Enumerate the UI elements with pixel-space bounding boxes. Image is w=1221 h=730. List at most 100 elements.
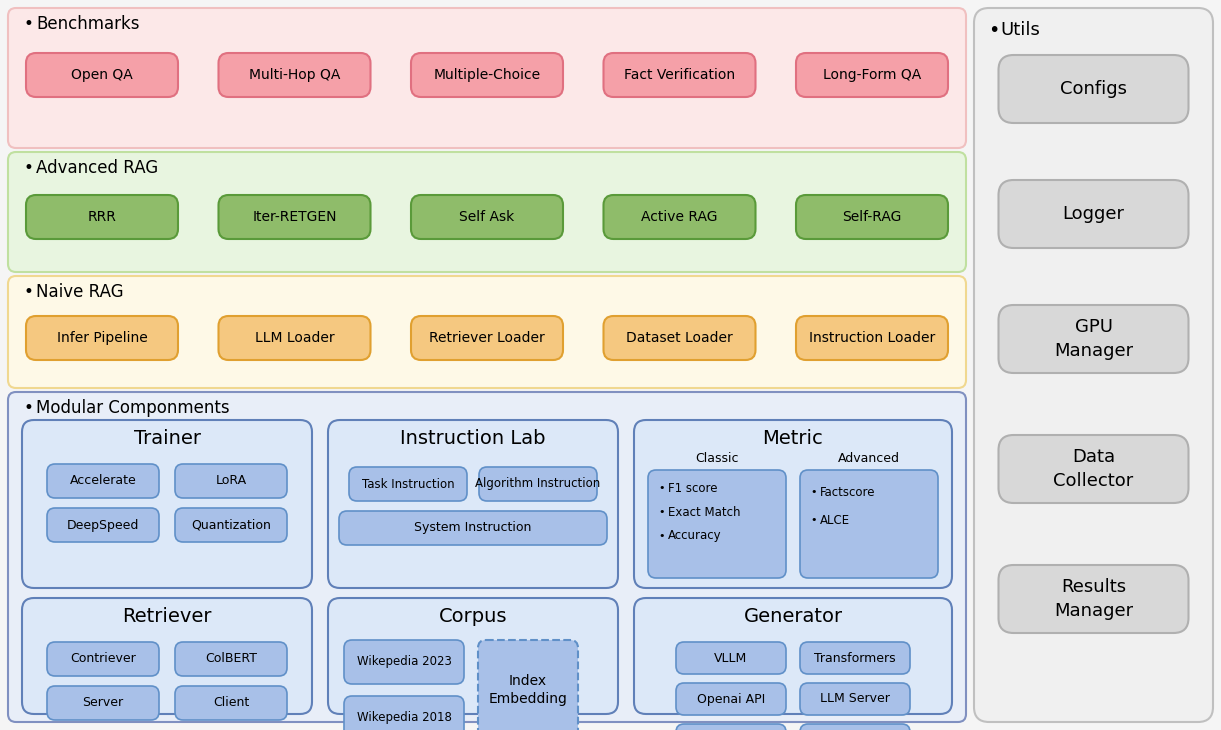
Text: Self Ask: Self Ask: [459, 210, 514, 224]
FancyBboxPatch shape: [46, 686, 159, 720]
Text: Modular Componments: Modular Componments: [35, 399, 230, 417]
FancyBboxPatch shape: [974, 8, 1212, 722]
Text: Corpus: Corpus: [438, 607, 507, 626]
FancyBboxPatch shape: [26, 53, 178, 97]
FancyBboxPatch shape: [634, 420, 952, 588]
FancyBboxPatch shape: [796, 316, 947, 360]
FancyBboxPatch shape: [603, 316, 756, 360]
FancyBboxPatch shape: [796, 195, 947, 239]
FancyBboxPatch shape: [219, 53, 370, 97]
Text: •: •: [24, 399, 34, 417]
FancyBboxPatch shape: [9, 276, 966, 388]
Text: LLM Loader: LLM Loader: [255, 331, 335, 345]
FancyBboxPatch shape: [175, 464, 287, 498]
Text: •: •: [810, 515, 817, 525]
Text: Logger: Logger: [1062, 205, 1125, 223]
FancyBboxPatch shape: [603, 195, 756, 239]
FancyBboxPatch shape: [46, 642, 159, 676]
FancyBboxPatch shape: [344, 696, 464, 730]
Text: Classic: Classic: [695, 451, 739, 464]
Text: ALCE: ALCE: [821, 513, 850, 526]
Text: Instruction Loader: Instruction Loader: [808, 331, 935, 345]
Text: Quantization: Quantization: [190, 518, 271, 531]
FancyBboxPatch shape: [328, 420, 618, 588]
FancyBboxPatch shape: [676, 683, 786, 715]
FancyBboxPatch shape: [999, 55, 1188, 123]
FancyBboxPatch shape: [26, 195, 178, 239]
Text: Results
Manager: Results Manager: [1054, 578, 1133, 620]
FancyBboxPatch shape: [219, 195, 370, 239]
FancyBboxPatch shape: [603, 53, 756, 97]
Text: Configs: Configs: [1060, 80, 1127, 98]
FancyBboxPatch shape: [328, 598, 618, 714]
Text: GPU
Manager: GPU Manager: [1054, 318, 1133, 360]
Text: Benchmarks: Benchmarks: [35, 15, 139, 33]
FancyBboxPatch shape: [676, 642, 786, 674]
FancyBboxPatch shape: [800, 470, 938, 578]
Text: •: •: [810, 487, 817, 497]
FancyBboxPatch shape: [800, 724, 910, 730]
Text: •: •: [988, 20, 999, 39]
Text: Infer Pipeline: Infer Pipeline: [56, 331, 148, 345]
Text: Factscore: Factscore: [821, 485, 875, 499]
Text: Data
Collector: Data Collector: [1054, 448, 1133, 490]
Text: LoRA: LoRA: [215, 474, 247, 488]
Text: Generator: Generator: [744, 607, 842, 626]
Text: Client: Client: [212, 696, 249, 710]
Text: RRR: RRR: [88, 210, 116, 224]
Text: ColBERT: ColBERT: [205, 653, 256, 666]
FancyBboxPatch shape: [9, 392, 966, 722]
Text: Fact Verification: Fact Verification: [624, 68, 735, 82]
FancyBboxPatch shape: [800, 642, 910, 674]
Text: Task Instruction: Task Instruction: [361, 477, 454, 491]
Text: Contriever: Contriever: [70, 653, 136, 666]
Text: Trainer: Trainer: [133, 429, 200, 447]
Text: •: •: [24, 159, 34, 177]
Text: Utils: Utils: [1000, 21, 1040, 39]
FancyBboxPatch shape: [999, 565, 1188, 633]
Text: Wikepedia 2023: Wikepedia 2023: [357, 656, 452, 669]
FancyBboxPatch shape: [46, 464, 159, 498]
Text: System Instruction: System Instruction: [414, 521, 531, 534]
FancyBboxPatch shape: [46, 508, 159, 542]
Text: Accelerate: Accelerate: [70, 474, 137, 488]
Text: Self-RAG: Self-RAG: [842, 210, 901, 224]
Text: •: •: [24, 283, 34, 301]
FancyBboxPatch shape: [9, 8, 966, 148]
Text: •: •: [24, 15, 34, 33]
Text: Naive RAG: Naive RAG: [35, 283, 123, 301]
Text: Multi-Hop QA: Multi-Hop QA: [249, 68, 341, 82]
Text: Retriever Loader: Retriever Loader: [429, 331, 545, 345]
Text: F1 score: F1 score: [668, 482, 718, 494]
FancyBboxPatch shape: [411, 195, 563, 239]
FancyBboxPatch shape: [477, 640, 578, 730]
FancyBboxPatch shape: [349, 467, 466, 501]
FancyBboxPatch shape: [800, 683, 910, 715]
Text: Transformers: Transformers: [814, 651, 896, 664]
FancyBboxPatch shape: [999, 180, 1188, 248]
Text: VLLM: VLLM: [714, 651, 747, 664]
FancyBboxPatch shape: [999, 435, 1188, 503]
FancyBboxPatch shape: [175, 508, 287, 542]
FancyBboxPatch shape: [411, 53, 563, 97]
FancyBboxPatch shape: [648, 470, 786, 578]
Text: Server: Server: [83, 696, 123, 710]
Text: Dataset Loader: Dataset Loader: [626, 331, 733, 345]
Text: •: •: [658, 483, 664, 493]
FancyBboxPatch shape: [219, 316, 370, 360]
Text: Wikepedia 2018: Wikepedia 2018: [357, 712, 452, 724]
Text: Active RAG: Active RAG: [641, 210, 718, 224]
Text: Open QA: Open QA: [71, 68, 133, 82]
FancyBboxPatch shape: [796, 53, 947, 97]
FancyBboxPatch shape: [22, 598, 313, 714]
FancyBboxPatch shape: [676, 724, 786, 730]
Text: Long-Form QA: Long-Form QA: [823, 68, 921, 82]
Text: Metric: Metric: [763, 429, 823, 447]
Text: Openai API: Openai API: [697, 693, 766, 705]
Text: Advanced RAG: Advanced RAG: [35, 159, 159, 177]
Text: Instruction Lab: Instruction Lab: [400, 429, 546, 447]
FancyBboxPatch shape: [9, 152, 966, 272]
FancyBboxPatch shape: [999, 305, 1188, 373]
Text: •: •: [658, 507, 664, 517]
FancyBboxPatch shape: [175, 642, 287, 676]
